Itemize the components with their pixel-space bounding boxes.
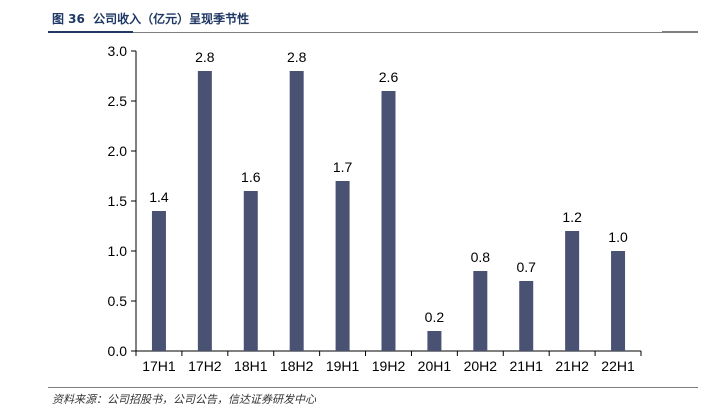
x-tick-label: 19H1 [326,358,360,374]
y-tick-label: 1.5 [108,193,128,209]
y-tick-label: 2.0 [108,143,128,159]
data-label: 0.8 [471,249,491,265]
data-label: 1.6 [241,169,261,185]
data-label: 1.2 [562,209,582,225]
y-tick-label: 3.0 [108,43,128,59]
x-tick-label: 21H2 [555,358,589,374]
x-tick-label: 21H1 [509,358,543,374]
bar [611,251,626,351]
x-tick-label: 19H2 [372,358,406,374]
data-label: 0.2 [425,309,445,325]
x-tick-label: 18H2 [280,358,314,374]
x-tick-label: 17H2 [188,358,222,374]
data-label: 2.6 [379,69,399,85]
top-rule-right [662,31,698,33]
y-tick-label: 2.5 [108,93,128,109]
data-label: 1.4 [149,189,169,205]
bar [197,71,212,351]
data-label: 1.7 [333,159,353,175]
bar [427,331,442,351]
data-label: 2.8 [195,49,215,65]
bar [565,231,580,351]
bar [335,181,350,351]
bar [289,71,304,351]
y-tick-label: 1.0 [108,243,128,259]
x-tick-label: 17H1 [142,358,176,374]
bar [243,191,258,351]
figure-number: 图 36 [52,12,85,26]
top-rule-accent [48,31,133,33]
top-rule [48,32,698,33]
figure-title: 图 36 公司收入（亿元）呈现季节性 [52,10,249,27]
data-label: 0.7 [516,259,536,275]
y-tick-label: 0.5 [108,293,128,309]
source-note: 资料来源：公司招股书，公司公告，信达证券研发中心 [52,393,316,406]
bar [381,91,396,351]
bar [151,211,166,351]
data-label: 1.0 [608,229,628,245]
figure-title-text: 公司收入（亿元）呈现季节性 [93,12,250,26]
data-label: 2.8 [287,49,307,65]
x-tick-label: 18H1 [234,358,268,374]
y-tick-label: 0.0 [108,343,128,359]
bar [519,281,534,351]
bottom-rule [48,387,698,388]
x-tick-label: 20H1 [418,358,452,374]
x-tick-label: 22H1 [601,358,635,374]
x-tick-label: 20H2 [464,358,498,374]
bar [473,271,488,351]
